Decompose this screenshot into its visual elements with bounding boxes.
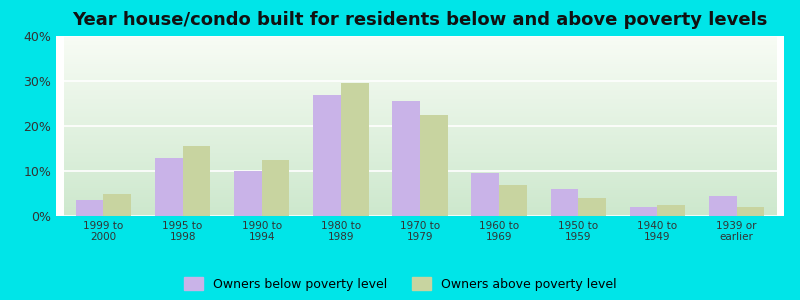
Bar	[709, 196, 737, 216]
Bar	[550, 189, 578, 216]
Bar	[341, 83, 369, 216]
Bar	[737, 207, 764, 216]
Bar	[420, 115, 448, 216]
Bar	[182, 146, 210, 216]
Bar	[392, 101, 420, 216]
Legend: Owners below poverty level, Owners above poverty level: Owners below poverty level, Owners above…	[184, 277, 616, 291]
Bar	[471, 173, 499, 216]
Bar	[313, 94, 341, 216]
Bar	[155, 158, 182, 216]
Bar	[499, 184, 527, 216]
Bar	[262, 160, 290, 216]
Title: Year house/condo built for residents below and above poverty levels: Year house/condo built for residents bel…	[72, 11, 768, 29]
Bar	[578, 198, 606, 216]
Bar	[76, 200, 103, 216]
Bar	[630, 207, 658, 216]
Bar	[658, 205, 685, 216]
Bar	[103, 194, 131, 216]
Bar	[234, 171, 262, 216]
